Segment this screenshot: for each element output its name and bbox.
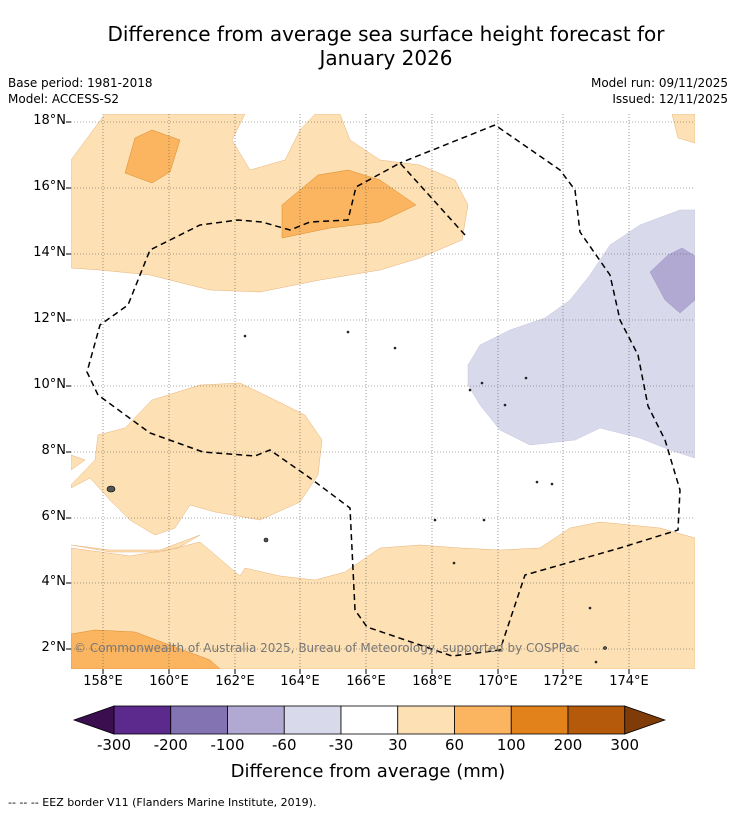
colorbar-tick: -30 (328, 736, 354, 754)
map-field (71, 114, 695, 669)
lat-label: 16°N (33, 179, 66, 194)
lon-label: 174°E (609, 674, 649, 689)
colorbar-title: Difference from average (mm) (230, 761, 506, 782)
base-period: Base period: 1981-2018 (8, 76, 153, 90)
island-markers (106, 330, 607, 664)
model-name: Model: ACCESS-S2 (8, 92, 120, 106)
anomaly-30-60-south (71, 521, 695, 669)
colorbar-segment (170, 705, 228, 735)
lat-label: 8°N (41, 443, 67, 458)
colorbar-extend-low (72, 705, 115, 735)
colorbar-segment (510, 705, 569, 735)
lon-label: 164°E (280, 674, 320, 689)
anomaly-60-100-blob-a (124, 129, 181, 184)
colorbar-segment (567, 705, 626, 735)
eez-border (86, 124, 681, 657)
colorbar-tick: 200 (553, 736, 583, 754)
title-line-1: Difference from average sea surface heig… (107, 22, 665, 46)
issued-date: Issued: 12/11/2025 (612, 92, 728, 106)
graticule (71, 114, 695, 669)
colorbar-tick: -300 (96, 736, 132, 754)
lat-label: 6°N (41, 509, 67, 524)
anomaly-neg30-neg60-east (467, 209, 695, 459)
anomaly-neg60-neg100-east (649, 247, 695, 314)
colorbar-segment (454, 705, 512, 735)
lon-label: 162°E (215, 674, 255, 689)
lon-label: 160°E (149, 674, 189, 689)
colorbar-segment (113, 705, 172, 735)
lat-label: 18°N (33, 113, 66, 128)
anomaly-30-60-corner (671, 114, 695, 144)
lat-label: 12°N (33, 311, 66, 326)
lat-label: 2°N (41, 640, 67, 655)
meta-left: Base period: 1981-2018 Model: ACCESS-S2 (8, 75, 153, 107)
anomaly-60-100-south (71, 629, 221, 669)
anomaly-30-60-westedge (71, 454, 86, 471)
lon-label: 170°E (478, 674, 518, 689)
title-line-2: January 2026 (319, 46, 453, 70)
colorbar-segment (340, 705, 399, 735)
colorbar-tick: -100 (210, 736, 245, 754)
lon-label: 172°E (543, 674, 583, 689)
map-title: Difference from average sea surface heig… (40, 22, 732, 70)
colorbar-tick: -200 (153, 736, 188, 754)
axis-ticks (66, 121, 630, 674)
colorbar-tick: 60 (444, 736, 465, 754)
lon-label: 166°E (346, 674, 386, 689)
colorbar-segment (283, 705, 342, 735)
colorbar-extend-high (624, 705, 666, 735)
copyright-text: © Commonwealth of Australia 2025, Bureau… (74, 641, 580, 655)
colorbar-tick: -60 (272, 736, 297, 754)
meta-right: Model run: 09/11/2025 Issued: 12/11/2025 (591, 75, 728, 107)
colorbar (72, 705, 666, 735)
colorbar-tick: 100 (496, 736, 526, 754)
colorbar-segment (397, 705, 455, 735)
colorbar-tick: 30 (388, 736, 408, 754)
colorbar-segment (227, 705, 285, 735)
eez-footnote: -- -- -- EEZ border V11 (Flanders Marine… (8, 796, 317, 809)
lat-label: 10°N (33, 377, 66, 392)
colorbar-tick: 300 (610, 736, 640, 754)
lon-label: 168°E (412, 674, 452, 689)
lat-label: 4°N (41, 574, 67, 589)
model-run: Model run: 09/11/2025 (590, 76, 728, 90)
lon-label: 158°E (83, 674, 123, 689)
lat-label: 14°N (33, 245, 66, 260)
